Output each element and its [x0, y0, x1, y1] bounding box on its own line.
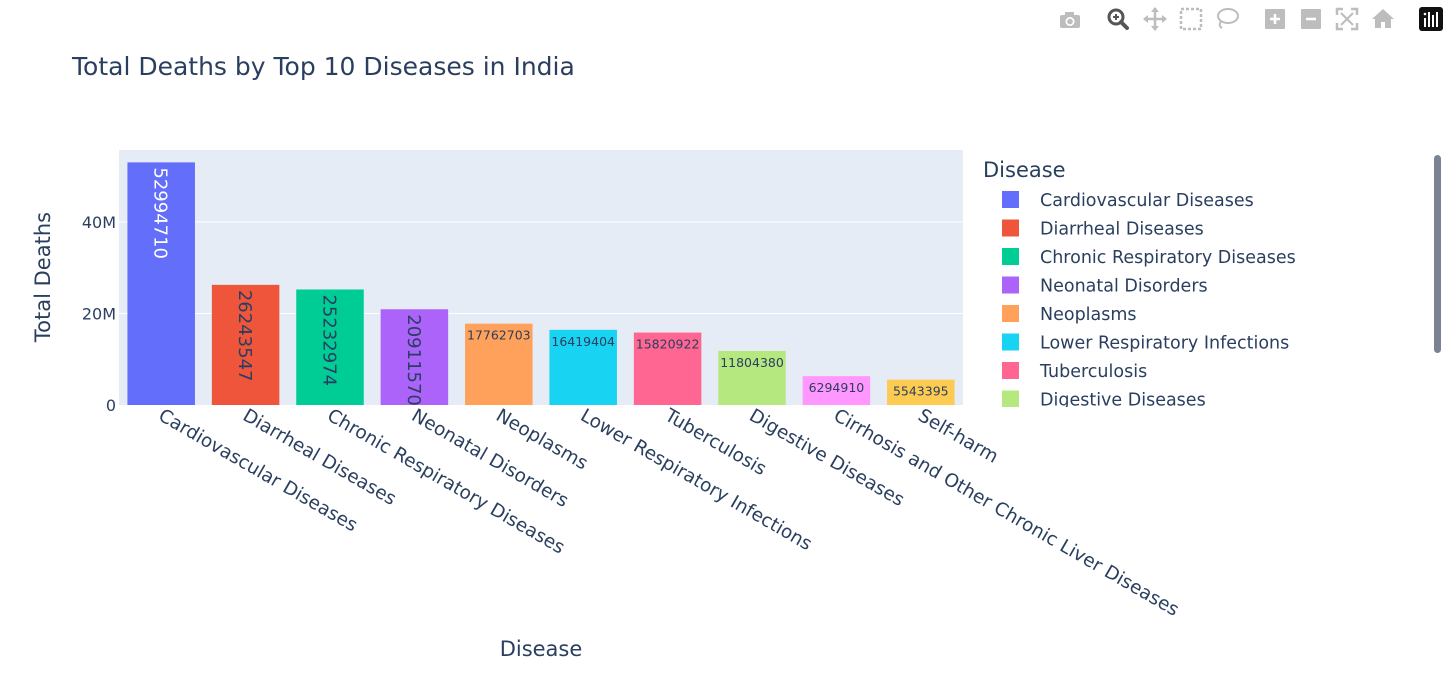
- bar-data-label: 16419404: [551, 334, 615, 349]
- pan-icon[interactable]: [1141, 6, 1169, 32]
- bar[interactable]: [887, 379, 955, 405]
- autoscale-icon[interactable]: [1333, 6, 1361, 32]
- legend-item[interactable]: Neonatal Disorders: [1002, 276, 1208, 297]
- camera-icon[interactable]: [1056, 6, 1084, 32]
- legend-label: Lower Respiratory Infections: [1040, 334, 1289, 354]
- y-tick-label: 20M: [82, 304, 116, 323]
- y-tick-label: 0: [106, 396, 116, 415]
- legend-label: Neoplasms: [1040, 305, 1137, 325]
- legend-swatch: [1002, 333, 1019, 351]
- chart-title: Total Deaths by Top 10 Diseases in India: [71, 52, 575, 81]
- legend-label: Digestive Diseases: [1040, 391, 1206, 411]
- legend-item[interactable]: Chronic Respiratory Diseases: [1002, 248, 1296, 268]
- zoom-icon[interactable]: [1104, 6, 1132, 32]
- x-axis-title: Disease: [500, 637, 583, 661]
- legend-item[interactable]: Digestive Diseases: [1002, 390, 1206, 411]
- legend-label: Neonatal Disorders: [1040, 277, 1208, 297]
- box-select-icon[interactable]: [1177, 6, 1205, 32]
- bar-data-label: 25232974: [319, 294, 340, 386]
- legend-item[interactable]: Tuberculosis: [1002, 362, 1147, 382]
- bar[interactable]: [296, 289, 364, 405]
- bar[interactable]: [465, 323, 533, 405]
- legend-label: Tuberculosis: [1039, 362, 1147, 382]
- legend-label: Cardiovascular Diseases: [1040, 191, 1254, 211]
- y-axis-title: Total Deaths: [31, 212, 55, 343]
- legend-label: Diarrheal Diseases: [1040, 220, 1204, 240]
- plotly-logo-icon[interactable]: [1417, 6, 1444, 32]
- bar-data-label: 52994710: [150, 167, 171, 259]
- y-tick-label: 40M: [82, 213, 116, 232]
- bar[interactable]: [633, 332, 702, 405]
- bar[interactable]: [211, 284, 280, 405]
- legend-label: Chronic Respiratory Diseases: [1040, 248, 1296, 268]
- home-icon[interactable]: [1369, 6, 1397, 32]
- legend-item[interactable]: Lower Respiratory Infections: [1002, 333, 1289, 354]
- legend-item[interactable]: Neoplasms: [1002, 305, 1137, 325]
- bar-data-label: 11804380: [720, 355, 784, 370]
- legend-swatch: [1002, 390, 1019, 407]
- zoom-out-icon[interactable]: [1297, 6, 1325, 32]
- bar[interactable]: [380, 309, 449, 405]
- legend-scrollbar[interactable]: [1434, 155, 1441, 353]
- zoom-in-icon[interactable]: [1261, 6, 1289, 32]
- modebar: [1056, 6, 1444, 32]
- bar-data-label: 17762703: [467, 328, 531, 343]
- x-tick-label: Cirrhosis and Other Chronic Liver Diseas…: [830, 405, 1182, 621]
- bar-data-label: 20911570: [403, 314, 424, 406]
- legend-swatch: [1002, 276, 1019, 294]
- legend-swatch: [1002, 305, 1019, 322]
- bar-data-label: 6294910: [809, 380, 865, 395]
- legend-swatch: [1002, 219, 1019, 237]
- x-tick-label: Digestive Diseases: [746, 405, 908, 511]
- bar-data-label: 5543395: [893, 384, 949, 399]
- legend: Disease Cardiovascular Diseases Diarrheal…: [983, 158, 1296, 411]
- legend-swatch: [1002, 362, 1019, 379]
- legend-swatch: [1002, 248, 1019, 265]
- bar[interactable]: [549, 329, 617, 405]
- legend-item[interactable]: Diarrheal Diseases: [1002, 219, 1204, 240]
- bar[interactable]: [718, 350, 786, 405]
- legend-item[interactable]: Cardiovascular Diseases: [1002, 191, 1254, 211]
- legend-swatch: [1002, 191, 1019, 208]
- lasso-select-icon[interactable]: [1213, 6, 1241, 32]
- legend-title: Disease: [983, 158, 1066, 182]
- bar-data-label: 15820922: [636, 337, 700, 352]
- bar-data-label: 26243547: [234, 290, 255, 382]
- bar[interactable]: [127, 162, 195, 405]
- bar[interactable]: [802, 376, 871, 405]
